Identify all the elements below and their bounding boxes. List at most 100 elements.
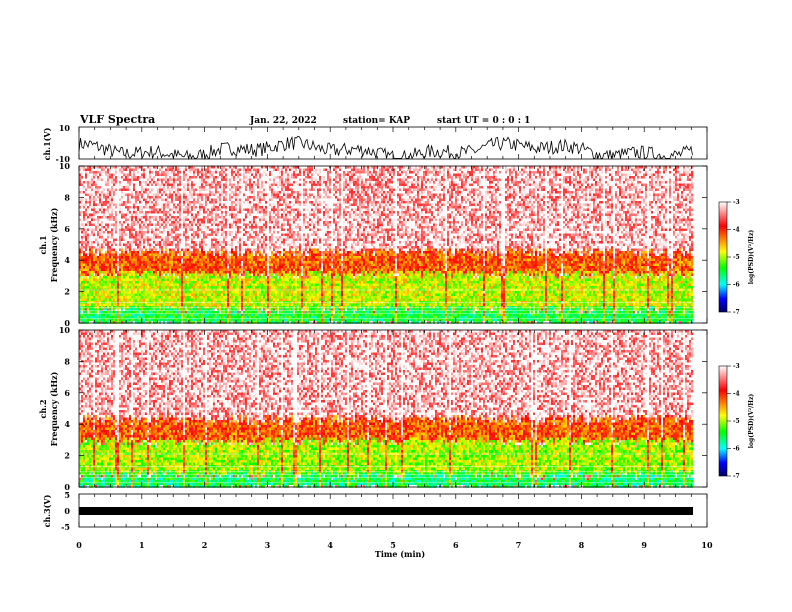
ch1-spectrogram-cell [205,273,208,277]
ch1-spectrogram-cell [149,201,152,204]
ch1-spectrogram-cell [209,238,212,242]
ch1-spectrogram-cell [195,186,198,189]
ch1-spectrogram-cell [169,303,172,307]
ch1-waveform-ticks [78,127,708,159]
ch1-spectrogram-cell [129,246,132,249]
ch1-spectrogram-cell [101,221,104,224]
ch1-spectrogram-cell [147,243,150,247]
ch1-spectrogram-cell [131,308,134,312]
ch1-spectrogram-cell [223,241,226,244]
ch1-spectrogram-cell [95,228,98,232]
ch1-spectrogram-cell [97,236,100,239]
ch1-spectrogram-cell [177,256,180,259]
ch1-spectrogram-cell [229,171,232,174]
ch1-spectrogram-cell [233,213,236,217]
ch1-spectrogram-cell [193,308,196,312]
ch1-spectrogram-cell [209,166,212,169]
ch1-spectrogram-cell [93,253,96,257]
ch1-spectrogram-cell [107,313,110,317]
ch1-spectrogram-cell [105,176,108,179]
ch1-spectrogram-cell [189,318,192,322]
ch1-spectrogram-cell [169,251,172,254]
ch1-spectrogram-cell [151,173,154,177]
ch1-spectrogram-cell [193,281,196,284]
ch1-spectrogram-cell [183,188,186,192]
ch1-spectrogram-cell [107,203,110,207]
ch1-spectrogram-cell [127,181,130,184]
ch1-spectrogram-cell [149,186,152,189]
ch1-spectrogram-cell [159,213,162,217]
ch1-spectrogram-cell [205,268,208,272]
ch1-spectrogram-cell [181,261,184,264]
ch1-spectrogram-cell [99,271,102,274]
ch1-spectrogram-cell [221,283,224,287]
ch1-spectrogram-cell [187,273,190,277]
ch1-spectrogram-cell [175,281,178,284]
ch1-spectrogram-cell [133,171,136,174]
ch1-spectrogram-cell [153,308,156,312]
ch1-spectrogram-cell [225,168,228,172]
ch1-spectrogram-cell [121,268,124,272]
ch1-spectrogram-cell [191,183,194,187]
ch1-spectrogram-cell [177,168,180,172]
ch1-spectrogram-cell [85,203,88,207]
ch1-spectrogram-cell [97,318,100,322]
ch1-spectrogram-cell [181,251,184,254]
ch1-spectrogram-cell [117,233,120,237]
ch1-spectrogram-cell [203,233,206,237]
ch1-spectrogram-cell [141,178,144,182]
ch1-spectrogram-cell [115,201,118,204]
ch1-spectrogram-cell [99,258,102,262]
ch1-spectrogram-cell [131,176,134,179]
ch1-spectrogram-cell [227,276,230,279]
ch1-spectrogram-cell [165,283,168,287]
ch1-spectrogram-cell [123,211,126,214]
ch1-spectrogram-cell [139,268,142,272]
ch1-spectrogram-cell [169,168,172,172]
ch1-spectrogram-cell [149,303,152,307]
ch1-spectrogram-cell [173,206,176,209]
ch1-spectrogram-cell [171,213,174,217]
ch1-spectrogram-cell [115,191,118,194]
ch1-spectrogram-cell [227,173,230,177]
ch1-spectrogram-cell [185,318,188,322]
ch1-spectrogram-cell [205,178,208,182]
ch1-spectrogram-cell [127,201,130,204]
ch1-spectrogram-cell [123,281,126,284]
ch1-spectrogram-cell [115,266,118,269]
ch1-spectrogram-cell [227,183,230,187]
ch1-spectrogram-cell [205,196,208,199]
ch1-spectrogram-cell [113,303,116,307]
ch1-spectrogram-cell [217,246,220,249]
ch1-spectrogram-cell [217,258,220,262]
ch1-spectrogram-cell [177,238,180,242]
ch1-spectrogram-cell [133,166,136,169]
ch1-spectrogram-cell [215,293,218,297]
ch1-spectrogram-cell [187,211,190,214]
ch1-spectrogram-cell [137,176,140,179]
ch1-spectrogram-cell [129,223,132,227]
ch1-spectrogram-cell [223,298,226,302]
ch1-spectrogram-cell [219,276,222,279]
ch1-spectrogram-cell [103,176,106,179]
ch1-spectrogram-cell [117,298,120,302]
ch1-spectrogram-cell [161,211,164,214]
ch1-spectrogram-cell [135,316,138,319]
ch1-spectrogram-cell [169,291,172,294]
ch1-spectrogram-cell [179,293,182,297]
ch1-spectrogram-cell [117,283,120,287]
ch1-spectrogram-cell [99,236,102,239]
ch1-spectrogram-cell [137,253,140,257]
ch1-spectrogram-cell [173,298,176,302]
ch1-spectrogram-cell [91,316,94,319]
ch1-spectrogram-cell [231,243,234,247]
ch1-spectrogram-cell [181,168,184,172]
ch1-spectrogram-cell [105,266,108,269]
ch1-spectrogram-cell [233,271,236,274]
ch1-spectrogram-cell [113,173,116,177]
ch1-spectrogram-cell [161,313,164,317]
ch1-spectrogram-cell [125,183,128,187]
ch1-spectrogram-cell [197,201,200,204]
ch1-spectrogram-cell [215,308,218,312]
ch1-spectrogram-cell [211,316,214,319]
